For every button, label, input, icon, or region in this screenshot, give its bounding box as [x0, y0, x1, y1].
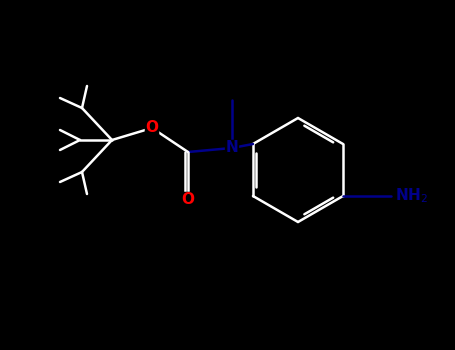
Text: O: O — [182, 193, 194, 208]
Text: NH$_2$: NH$_2$ — [395, 187, 428, 205]
Text: O: O — [146, 120, 158, 135]
Text: N: N — [226, 140, 238, 155]
